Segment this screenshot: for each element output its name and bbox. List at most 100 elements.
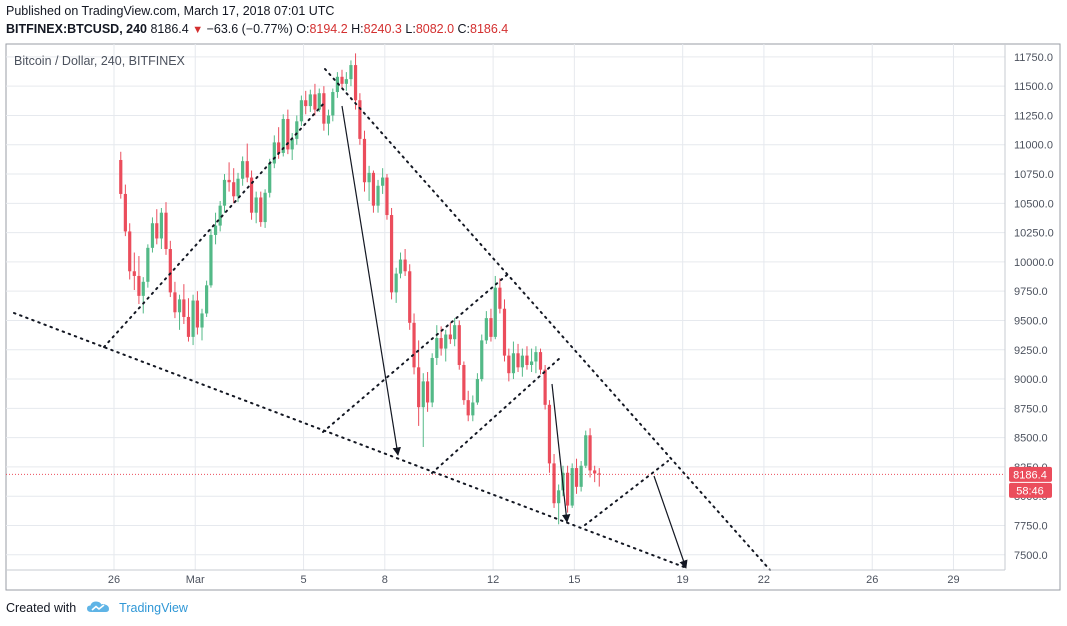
candle-up[interactable]	[326, 109, 331, 136]
candle-up[interactable]	[299, 95, 303, 127]
candle-body[interactable]	[358, 100, 362, 139]
candle-up[interactable]	[584, 430, 588, 469]
candle-body[interactable]	[480, 340, 484, 380]
candle-body[interactable]	[263, 192, 267, 223]
candle-up[interactable]	[268, 158, 272, 198]
candle-body[interactable]	[371, 172, 376, 206]
candle-body[interactable]	[376, 185, 380, 206]
candle-down[interactable]	[403, 249, 407, 276]
candle-body[interactable]	[597, 473, 601, 475]
candle-up[interactable]	[344, 72, 348, 91]
candle-body[interactable]	[304, 100, 308, 107]
candle-up[interactable]	[511, 341, 516, 380]
candle-down[interactable]	[358, 93, 362, 145]
candle-up[interactable]	[331, 88, 335, 122]
candle-body[interactable]	[245, 161, 249, 178]
candle-up[interactable]	[308, 89, 312, 112]
upper-trendline[interactable]	[324, 68, 771, 571]
candle-up[interactable]	[254, 191, 258, 224]
candle-body[interactable]	[322, 93, 326, 124]
candle-body[interactable]	[435, 338, 439, 358]
candle-down[interactable]	[462, 361, 466, 405]
candle-body[interactable]	[525, 355, 529, 365]
candle-body[interactable]	[213, 225, 218, 235]
candle-body[interactable]	[565, 472, 570, 506]
candle-body[interactable]	[349, 65, 353, 80]
candle-up[interactable]	[394, 267, 398, 303]
arrow-down-2[interactable]	[551, 383, 571, 523]
candle-up[interactable]	[367, 165, 371, 201]
candle-body[interactable]	[290, 138, 294, 150]
candle-body[interactable]	[475, 379, 480, 403]
candle-up[interactable]	[570, 463, 574, 508]
candle-up[interactable]	[529, 348, 534, 373]
candle-body[interactable]	[128, 231, 132, 272]
candle-down[interactable]	[489, 308, 493, 342]
candle-body[interactable]	[493, 287, 497, 337]
candle-body[interactable]	[205, 285, 209, 314]
candle-body[interactable]	[439, 338, 443, 349]
candle-body[interactable]	[277, 142, 281, 153]
lower-trendline[interactable]	[13, 312, 685, 568]
candle-body[interactable]	[119, 159, 123, 194]
candle-body[interactable]	[425, 381, 430, 403]
candle-down[interactable]	[322, 86, 326, 131]
candle-body[interactable]	[453, 325, 457, 340]
candle-down[interactable]	[389, 208, 394, 300]
candle-body[interactable]	[195, 300, 200, 328]
candle-body[interactable]	[444, 334, 448, 349]
candle-down[interactable]	[448, 322, 452, 344]
candle-up[interactable]	[493, 275, 497, 340]
candle-body[interactable]	[132, 271, 136, 276]
candle-body[interactable]	[430, 357, 434, 403]
candle-down[interactable]	[516, 343, 520, 373]
candle-body[interactable]	[249, 177, 254, 213]
candle-up[interactable]	[430, 353, 434, 408]
candle-body[interactable]	[168, 249, 172, 293]
candle-body[interactable]	[313, 94, 317, 110]
candle-body[interactable]	[457, 325, 461, 365]
candle-up[interactable]	[272, 135, 276, 169]
candle-down[interactable]	[186, 298, 191, 342]
candle-body[interactable]	[326, 115, 331, 124]
candle-body[interactable]	[448, 334, 452, 340]
candle-up[interactable]	[222, 174, 227, 213]
candle-up[interactable]	[453, 318, 457, 347]
candle-up[interactable]	[159, 208, 163, 250]
channel-mid-line[interactable]	[431, 357, 561, 474]
candle-down[interactable]	[507, 348, 511, 382]
candle-body[interactable]	[462, 364, 466, 401]
candle-down[interactable]	[173, 281, 177, 319]
candle-up[interactable]	[376, 179, 380, 213]
candle-body[interactable]	[272, 142, 276, 164]
candle-up[interactable]	[381, 168, 385, 194]
candle-body[interactable]	[191, 300, 195, 337]
candle-body[interactable]	[394, 273, 398, 293]
candle-body[interactable]	[281, 118, 285, 153]
candle-up[interactable]	[241, 156, 245, 186]
candle-body[interactable]	[254, 197, 258, 213]
candle-up[interactable]	[435, 325, 439, 365]
candle-down[interactable]	[597, 468, 601, 487]
candle-body[interactable]	[484, 318, 488, 341]
candle-down[interactable]	[245, 143, 249, 183]
candle-down[interactable]	[259, 191, 263, 227]
candle-down[interactable]	[552, 454, 556, 508]
candle-body[interactable]	[570, 468, 574, 506]
candle-down[interactable]	[425, 372, 430, 412]
candle-up[interactable]	[281, 114, 285, 157]
rising-trendline-1[interactable]	[103, 101, 326, 348]
candle-down[interactable]	[227, 162, 231, 192]
candle-body[interactable]	[209, 234, 213, 286]
candle-down[interactable]	[132, 252, 136, 291]
candle-body[interactable]	[412, 322, 416, 368]
trendline-drawings[interactable]	[13, 68, 771, 571]
candle-body[interactable]	[182, 299, 186, 317]
candle-body[interactable]	[367, 172, 371, 183]
candle-body[interactable]	[408, 271, 412, 323]
channel-top-line[interactable]	[322, 273, 509, 433]
candle-up[interactable]	[444, 329, 448, 362]
candle-down[interactable]	[466, 390, 470, 422]
candle-down[interactable]	[195, 291, 200, 335]
candle-body[interactable]	[186, 316, 191, 337]
